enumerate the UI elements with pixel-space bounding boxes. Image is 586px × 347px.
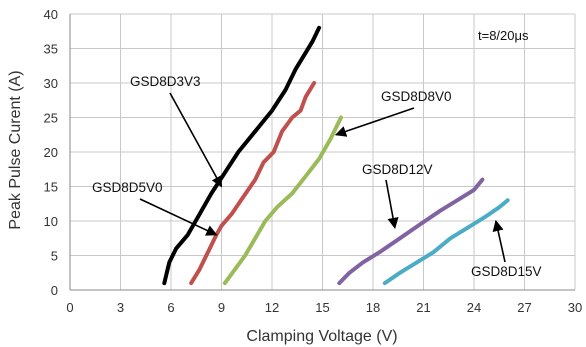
callout-label-gsd8d5v0: GSD8D5V0 bbox=[92, 180, 163, 195]
y-tick-label: 25 bbox=[44, 111, 58, 126]
x-axis-title: Clamping Voltage (V) bbox=[246, 328, 397, 345]
series-callouts: GSD8D3V3 GSD8D8V0 GSD8D5V0 GSD8D12V GSD8D15V bbox=[92, 74, 542, 279]
series-line-gsd8d12v bbox=[337, 177, 485, 286]
y-tick-labels: 0 5 10 15 20 25 30 35 40 bbox=[44, 7, 58, 298]
y-tick-label: 35 bbox=[44, 42, 58, 57]
series-line-gsd8d5v0 bbox=[189, 81, 317, 286]
x-tick-label: 15 bbox=[315, 300, 329, 315]
series-line-gsd8d3v3 bbox=[162, 25, 322, 286]
x-tick-label: 30 bbox=[568, 300, 582, 315]
axes bbox=[69, 14, 575, 291]
callout-label-gsd8d15v: GSD8D15V bbox=[471, 264, 542, 279]
y-tick-label: 30 bbox=[44, 76, 58, 91]
callout-label-gsd8d3v3: GSD8D3V3 bbox=[130, 74, 201, 89]
y-tick-label: 40 bbox=[44, 7, 58, 22]
y-tick-label: 10 bbox=[44, 214, 58, 229]
y-axis-title: Peak Pulse Curent (A) bbox=[7, 70, 24, 229]
callout-arrow-gsd8d5v0 bbox=[139, 198, 218, 236]
x-tick-label: 12 bbox=[265, 300, 279, 315]
x-tick-label: 0 bbox=[66, 300, 73, 315]
y-tick-label: 0 bbox=[51, 283, 58, 298]
x-tick-label: 27 bbox=[517, 300, 531, 315]
pulse-waveform-note: t=8/20μs bbox=[478, 28, 529, 43]
x-tick-label: 24 bbox=[467, 300, 481, 315]
y-tick-label: 15 bbox=[44, 180, 58, 195]
callout-arrow-gsd8d15v bbox=[492, 219, 506, 263]
series-lines bbox=[162, 25, 510, 286]
x-tick-label: 3 bbox=[117, 300, 124, 315]
y-tick-label: 5 bbox=[51, 249, 58, 264]
callout-arrow-gsd8d8v0 bbox=[334, 107, 415, 137]
x-tick-labels: 0 3 6 9 12 15 18 21 24 27 30 bbox=[66, 300, 582, 315]
callout-label-gsd8d8v0: GSD8D8V0 bbox=[381, 89, 452, 104]
x-tick-label: 6 bbox=[167, 300, 174, 315]
series-line-gsd8d15v bbox=[382, 198, 510, 286]
callout-arrow-gsd8d3v3 bbox=[169, 92, 223, 188]
series-line-gsd8d8v0 bbox=[222, 115, 343, 286]
callout-label-gsd8d12v: GSD8D12V bbox=[362, 162, 433, 177]
x-tick-label: 21 bbox=[416, 300, 430, 315]
x-tick-label: 9 bbox=[218, 300, 225, 315]
callout-arrow-gsd8d12v bbox=[385, 179, 399, 230]
x-tick-label: 18 bbox=[366, 300, 380, 315]
y-tick-label: 20 bbox=[44, 145, 58, 160]
